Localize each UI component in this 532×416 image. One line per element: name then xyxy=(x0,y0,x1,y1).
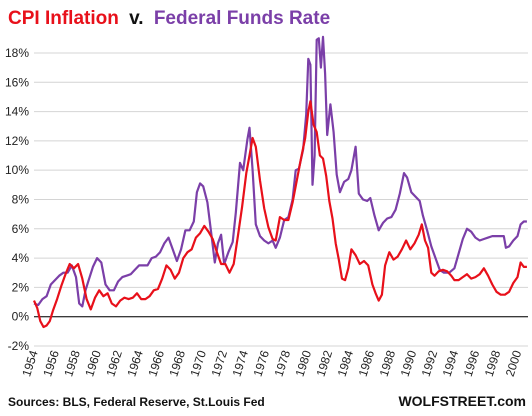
y-tick-label: 12% xyxy=(5,134,29,148)
x-tick-label: 1986 xyxy=(356,348,378,378)
fed-funds-rate-line xyxy=(33,35,527,308)
y-tick-label: 16% xyxy=(5,75,29,89)
x-tick-label: 1974 xyxy=(229,348,251,378)
x-tick-label: 1962 xyxy=(103,348,125,378)
y-tick-label: 6% xyxy=(12,222,30,236)
x-tick-label: 1960 xyxy=(82,348,104,378)
x-tick-label: 1992 xyxy=(419,348,441,378)
x-tick-label: 1966 xyxy=(145,348,167,378)
x-tick-label: 1980 xyxy=(293,348,315,378)
y-axis-tick-labels: -2% 0% 2% 4% 6% 8% 10% 12% 14% 16% 18% xyxy=(5,46,29,353)
x-tick-label: 1968 xyxy=(166,348,188,378)
x-tick-label: 1978 xyxy=(272,348,294,378)
watermark: WOLFSTREET.com xyxy=(398,393,526,409)
x-tick-label: 1994 xyxy=(440,348,462,378)
title-cpi: CPI Inflation xyxy=(8,8,119,29)
x-tick-label: 2000 xyxy=(503,348,525,378)
y-tick-label: 10% xyxy=(5,163,29,177)
y-tick-label: 14% xyxy=(5,105,29,119)
title-versus: v. xyxy=(129,8,143,29)
x-tick-label: 1998 xyxy=(482,348,504,378)
series-lines xyxy=(32,35,527,329)
x-tick-label: 1976 xyxy=(251,348,273,378)
cpi-inflation-line xyxy=(32,100,527,329)
x-tick-label: 1970 xyxy=(187,348,209,378)
y-tick-label: 8% xyxy=(12,192,30,206)
x-tick-label: 1984 xyxy=(335,348,357,378)
title-fed-funds: Federal Funds Rate xyxy=(154,8,330,29)
chart-title: CPI Inflation v. Federal Funds Rate xyxy=(8,8,330,29)
x-tick-label: 1956 xyxy=(40,348,62,378)
y-tick-label: -2% xyxy=(8,339,30,353)
y-tick-label: 18% xyxy=(5,46,29,60)
x-tick-label: 1990 xyxy=(398,348,420,378)
x-tick-label: 1972 xyxy=(208,348,230,378)
x-tick-label: 1988 xyxy=(377,348,399,378)
x-tick-label: 1958 xyxy=(61,348,83,378)
x-tick-label: 1996 xyxy=(461,348,483,378)
source-note: Sources: BLS, Federal Reserve, St.Louis … xyxy=(8,395,265,409)
y-tick-label: 0% xyxy=(12,310,30,324)
y-tick-label: 2% xyxy=(12,280,30,294)
y-tick-label: 4% xyxy=(12,251,30,265)
x-tick-label: 1982 xyxy=(314,348,336,378)
x-tick-label: 1964 xyxy=(124,348,146,378)
x-axis-tick-labels: 1954 1956 1958 1960 1962 1964 1966 1968 1970 1972… xyxy=(19,348,524,378)
grid-lines xyxy=(34,52,528,347)
